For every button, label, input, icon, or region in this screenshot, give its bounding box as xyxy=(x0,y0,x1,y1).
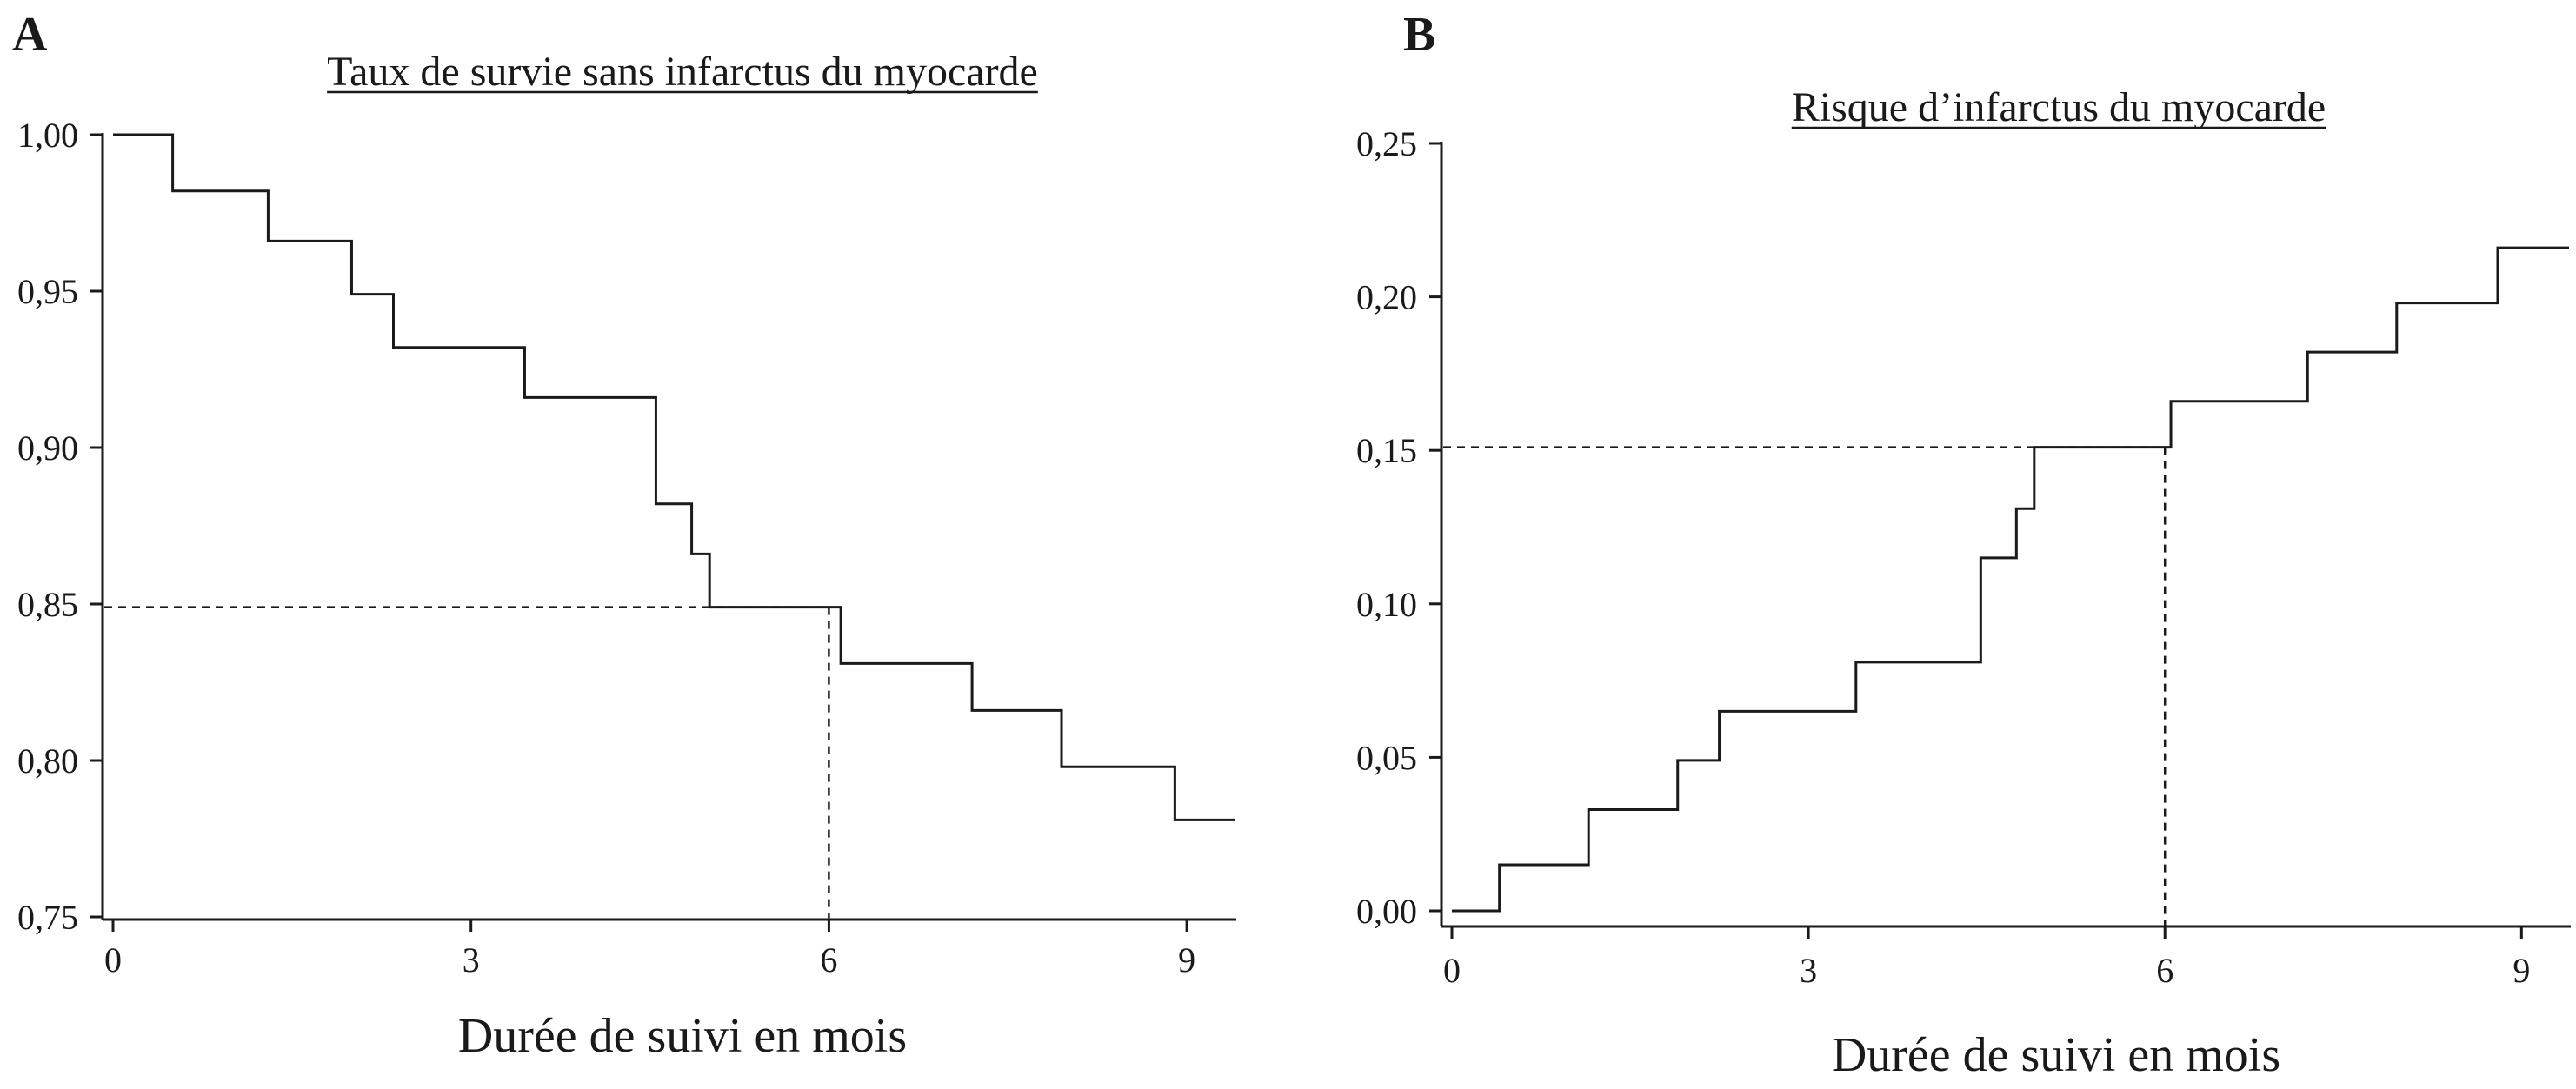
panel-a: A Taux de survie sans infarctus du myoca… xyxy=(12,8,1236,1063)
y-tick-label: 0,90 xyxy=(17,428,78,468)
y-tick-label: 0,00 xyxy=(1356,892,1417,931)
x-tick-label: 9 xyxy=(2513,951,2530,990)
x-tick-label: 0 xyxy=(104,940,122,979)
plot-area: 0,00 0,05 0,10 0,15 0,20 0,25 0 3 6 9 xyxy=(1356,124,2571,990)
chart-title: Taux de survie sans infarctus du myocard… xyxy=(327,49,1038,95)
x-tick-label: 3 xyxy=(1800,951,1817,990)
x-tick-label: 6 xyxy=(820,940,837,979)
y-tick-label: 0,15 xyxy=(1356,431,1417,470)
x-tick-label: 0 xyxy=(1443,951,1461,990)
x-tick-label: 3 xyxy=(463,940,480,979)
y-tick-label: 0,10 xyxy=(1356,585,1417,624)
x-axis-label: Durée de suivi en mois xyxy=(458,1009,907,1063)
y-tick-label: 0,75 xyxy=(17,898,78,937)
y-tick-label: 1,00 xyxy=(17,116,78,155)
x-tick-label: 9 xyxy=(1178,940,1195,979)
y-tick-label: 0,25 xyxy=(1356,124,1417,163)
step-curve xyxy=(113,133,1235,821)
step-curve xyxy=(1452,246,2569,913)
y-tick-label: 0,20 xyxy=(1356,278,1417,317)
panel-b: B Risque d’infarctus du myocarde Durée d… xyxy=(1356,8,2571,1082)
y-tick-label: 0,85 xyxy=(17,585,78,624)
plot-area: 0,75 0,80 0,85 0,90 0,95 1,00 0 3 6 9 xyxy=(17,116,1236,979)
panel-letter: B xyxy=(1403,8,1435,62)
x-tick-label: 6 xyxy=(2156,951,2173,990)
y-tick-label: 0,05 xyxy=(1356,738,1417,777)
y-tick-label: 0,95 xyxy=(17,272,78,311)
chart-title: Risque d’infarctus du myocarde xyxy=(1792,84,2326,130)
panel-letter: A xyxy=(12,8,48,62)
y-tick-label: 0,80 xyxy=(17,741,78,780)
x-axis-label: Durée de suivi en mois xyxy=(1832,1028,2280,1082)
